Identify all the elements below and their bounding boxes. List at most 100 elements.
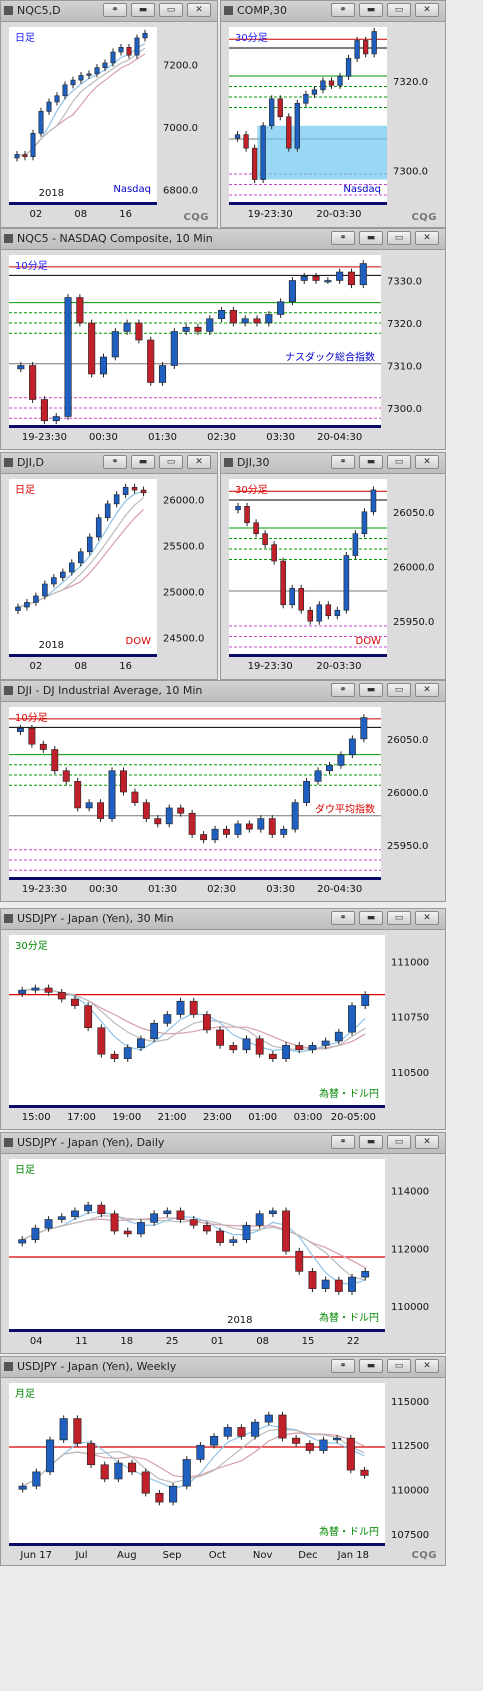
candle-body: [69, 562, 75, 573]
minimize-button[interactable]: ▬: [131, 455, 155, 469]
close-button[interactable]: ✕: [415, 1135, 439, 1149]
restore-button[interactable]: ▭: [387, 1135, 411, 1149]
y-tick-label: 112500: [391, 1441, 429, 1452]
minimize-button[interactable]: ▬: [359, 1359, 383, 1373]
minimize-button[interactable]: ▬: [359, 231, 383, 245]
restore-button[interactable]: ▭: [159, 455, 183, 469]
title-bar[interactable]: USDJPY - Japan (Yen), 30 Min ⚭ ▬ ▭ ✕: [1, 909, 445, 930]
title-bar[interactable]: DJI - DJ Industrial Average, 10 Min ⚭ ▬ ▭ ✕: [1, 681, 445, 702]
chart-window-icon: [4, 914, 13, 923]
close-button[interactable]: ✕: [187, 3, 211, 17]
candle-body: [242, 1038, 251, 1051]
candle-body: [280, 828, 288, 835]
candle-body: [154, 818, 162, 825]
x-tick-label: 25: [166, 1336, 179, 1347]
candle-body: [282, 1045, 290, 1059]
candle-body: [110, 1053, 119, 1059]
candle-body: [314, 770, 322, 782]
link-icon[interactable]: ⚭: [331, 3, 355, 17]
minimize-button[interactable]: ▬: [359, 683, 383, 697]
restore-button[interactable]: ▭: [387, 231, 411, 245]
title-bar[interactable]: USDJPY - Japan (Yen), Daily ⚭ ▬ ▭ ✕: [1, 1133, 445, 1154]
link-icon[interactable]: ⚭: [331, 911, 355, 925]
y-tick-label: 24500.0: [163, 633, 204, 644]
restore-button[interactable]: ▭: [387, 3, 411, 17]
link-icon[interactable]: ⚭: [331, 455, 355, 469]
period-label: 月足: [15, 1388, 35, 1400]
close-button[interactable]: ✕: [187, 455, 211, 469]
candle-body: [118, 47, 124, 53]
minimize-button[interactable]: ▬: [359, 455, 383, 469]
link-icon[interactable]: ⚭: [331, 683, 355, 697]
link-icon[interactable]: ⚭: [103, 3, 127, 17]
x-tick-label: 02: [30, 209, 43, 220]
candle-body: [298, 588, 305, 611]
candle-body: [295, 1045, 304, 1051]
candle-body: [370, 489, 377, 513]
candle-body: [73, 1418, 82, 1444]
y-tick-label: 7310.0: [387, 362, 422, 373]
chart-svg: 111000 110750 110500 15:00 17:00 19:00 21:00 23…: [9, 940, 429, 1123]
candle-body: [18, 1485, 27, 1490]
link-icon[interactable]: ⚭: [331, 1135, 355, 1149]
title-bar[interactable]: USDJPY - Japan (Yen), Weekly ⚭ ▬ ▭ ✕: [1, 1357, 445, 1378]
candle-body: [150, 1213, 159, 1223]
title-bar[interactable]: DJI,30 ⚭ ▬ ▭ ✕: [221, 453, 445, 474]
candle-body: [176, 1000, 185, 1015]
candle-body: [39, 743, 47, 750]
candle-body: [142, 802, 150, 819]
y-tick-label: 26050.0: [387, 735, 428, 746]
restore-button[interactable]: ▭: [159, 3, 183, 17]
x-tick-label: 08: [74, 209, 87, 220]
restore-button[interactable]: ▭: [387, 455, 411, 469]
y-tick-label: 7300.0: [393, 167, 428, 178]
x-tick-label: Jun 17: [19, 1550, 52, 1561]
plot-area[interactable]: 114000 112000 110000 04 11 18 25 01 08 15 22 日足 為替・ド…: [9, 1159, 429, 1347]
chart-window-icon: [4, 1362, 13, 1371]
x-tick-label: 20-05:00: [331, 1112, 376, 1123]
candle-body: [182, 326, 190, 332]
link-icon[interactable]: ⚭: [103, 455, 127, 469]
plot-area[interactable]: 26050.0 26000.0 25950.0 19-23:30 00:30 01:30 0…: [9, 707, 428, 895]
panel-usdjpy-weekly: USDJPY - Japan (Yen), Weekly ⚭ ▬ ▭ ✕ 115000 11…: [0, 1356, 446, 1566]
y-tick-label: 25950.0: [387, 841, 428, 852]
close-button[interactable]: ✕: [415, 3, 439, 17]
minimize-button[interactable]: ▬: [359, 1135, 383, 1149]
plot-area[interactable]: 111000 110750 110500 15:00 17:00 19:00 21:00 23…: [9, 935, 429, 1123]
candle-body: [291, 802, 299, 830]
plot-area[interactable]: 7330.0 7320.0 7310.0 7300.0 19-23:30 00:30 01:…: [9, 255, 422, 443]
link-icon[interactable]: ⚭: [331, 231, 355, 245]
plot-area[interactable]: 26000.0 25500.0 25000.0 24500.0 02 08 16 日足 DOW 2…: [9, 479, 204, 672]
candle-body: [135, 322, 143, 341]
restore-button[interactable]: ▭: [387, 911, 411, 925]
plot-area[interactable]: 115000 112500 110000 107500 Jun 17 Jul Aug Sep O…: [9, 1383, 429, 1561]
close-button[interactable]: ✕: [415, 1359, 439, 1373]
close-button[interactable]: ✕: [415, 455, 439, 469]
close-button[interactable]: ✕: [415, 231, 439, 245]
chart-svg: 7330.0 7320.0 7310.0 7300.0 19-23:30 00:30 01:…: [9, 260, 422, 443]
candle-body: [268, 1053, 277, 1059]
plot-area[interactable]: 26050.0 26000.0 25950.0 19-23:30 20-03:30 30分…: [229, 479, 434, 672]
close-button[interactable]: ✕: [415, 683, 439, 697]
candle-body: [54, 95, 60, 103]
plot-area[interactable]: 7320.0 7300.0 19-23:30 20-03:30 30分足 Nasdaq: [229, 27, 428, 220]
title-bar[interactable]: COMP,30 ⚭ ▬ ▭ ✕: [221, 1, 445, 22]
restore-button[interactable]: ▭: [387, 1359, 411, 1373]
candle-body: [155, 1492, 164, 1503]
title-bar[interactable]: DJI,D ⚭ ▬ ▭ ✕: [1, 453, 217, 474]
link-icon[interactable]: ⚭: [331, 1359, 355, 1373]
candle-body: [100, 1464, 109, 1480]
y-tick-label: 26000.0: [387, 788, 428, 799]
candle-body: [348, 738, 356, 756]
minimize-button[interactable]: ▬: [131, 3, 155, 17]
minimize-button[interactable]: ▬: [359, 911, 383, 925]
plot-area[interactable]: 7200.0 7000.0 6800.0 02 08 16 日足 Nasdaq 2018: [9, 27, 198, 220]
close-button[interactable]: ✕: [415, 911, 439, 925]
y-tick-label: 25950.0: [393, 617, 434, 628]
minimize-button[interactable]: ▬: [359, 3, 383, 17]
title-bar[interactable]: NQC5 - NASDAQ Composite, 10 Min ⚭ ▬ ▭ ✕: [1, 229, 445, 250]
candle-body: [218, 309, 226, 320]
title-bar[interactable]: NQC5,D ⚭ ▬ ▭ ✕: [1, 1, 217, 22]
candle-body: [182, 1459, 191, 1487]
restore-button[interactable]: ▭: [387, 683, 411, 697]
